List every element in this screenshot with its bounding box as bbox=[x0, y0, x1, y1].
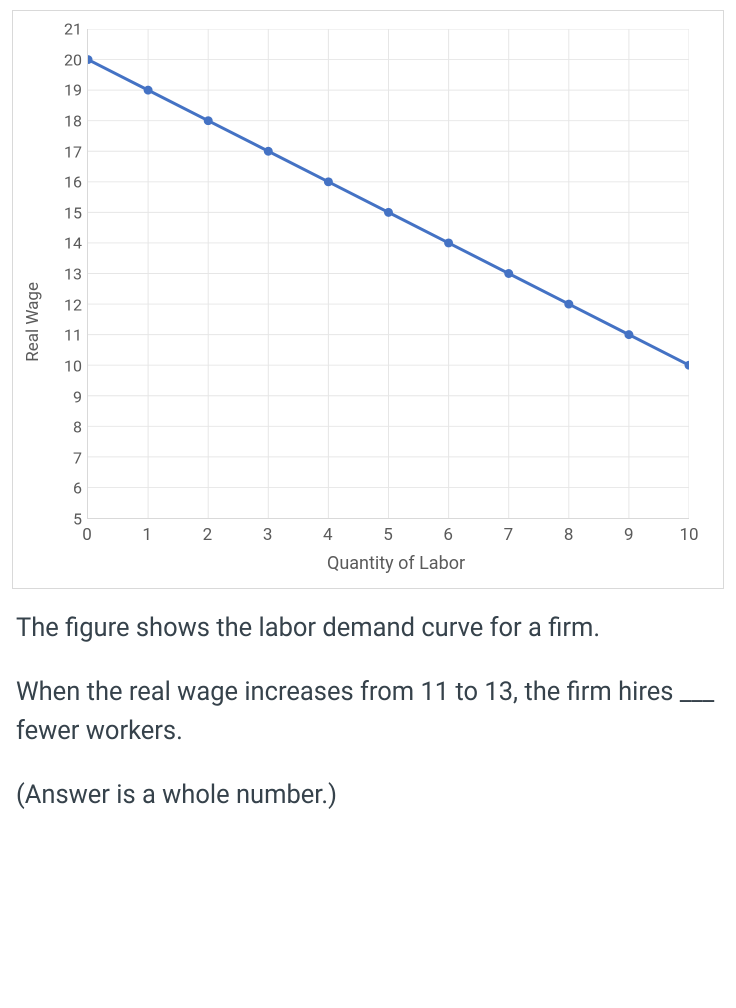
x-tick-label: 0 bbox=[82, 525, 92, 545]
y-tick-label: 5 bbox=[73, 510, 82, 529]
chart-inner: Real Wage 56789101112131415161718192021 … bbox=[23, 29, 705, 574]
y-tick-label: 15 bbox=[64, 203, 82, 222]
y-tick-label: 17 bbox=[64, 142, 82, 161]
data-point bbox=[444, 238, 453, 247]
x-tick-label: 7 bbox=[504, 525, 514, 545]
y-tick-label: 14 bbox=[64, 234, 82, 253]
y-tick-label: 6 bbox=[73, 479, 82, 498]
y-tick-label: 12 bbox=[64, 295, 82, 314]
x-tick-label: 9 bbox=[624, 525, 634, 545]
x-ticks: 012345678910 bbox=[87, 525, 689, 547]
x-tick-label: 6 bbox=[443, 525, 453, 545]
y-ticks: 56789101112131415161718192021 bbox=[48, 29, 88, 519]
data-point bbox=[384, 208, 393, 217]
y-tick-label: 20 bbox=[64, 50, 82, 69]
data-point bbox=[144, 86, 153, 95]
y-tick-label: 7 bbox=[73, 448, 82, 467]
x-tick-label: 2 bbox=[203, 525, 213, 545]
chart-container: Real Wage 56789101112131415161718192021 … bbox=[12, 10, 724, 589]
x-tick-label: 8 bbox=[564, 525, 574, 545]
y-tick-label: 10 bbox=[64, 356, 82, 375]
x-tick-label: 1 bbox=[142, 525, 152, 545]
y-tick-label: 13 bbox=[64, 265, 82, 284]
question-paragraph-3: (Answer is a whole number.) bbox=[16, 776, 720, 816]
y-tick-label: 9 bbox=[73, 387, 82, 406]
data-point bbox=[564, 300, 573, 309]
plot-svg bbox=[88, 29, 689, 518]
y-tick-label: 8 bbox=[73, 418, 82, 437]
x-tick-label: 3 bbox=[263, 525, 273, 545]
y-tick-label: 11 bbox=[64, 326, 82, 345]
y-tick-label: 19 bbox=[64, 81, 82, 100]
y-tick-label: 18 bbox=[64, 111, 82, 130]
plot-wrap: 56789101112131415161718192021 0123456789… bbox=[47, 29, 705, 574]
x-tick-label: 5 bbox=[383, 525, 393, 545]
y-tick-label: 21 bbox=[64, 20, 82, 39]
y-tick-label: 16 bbox=[64, 173, 82, 192]
x-axis-label: Quantity of Labor bbox=[87, 553, 705, 574]
data-point bbox=[264, 147, 273, 156]
x-tick-label: 4 bbox=[323, 525, 333, 545]
data-point bbox=[624, 330, 633, 339]
question-paragraph-1: The figure shows the labor demand curve … bbox=[16, 609, 720, 649]
x-tick-label: 10 bbox=[679, 525, 698, 545]
data-point bbox=[204, 116, 213, 125]
data-point bbox=[324, 177, 333, 186]
data-point bbox=[504, 269, 513, 278]
question-paragraph-2: When the real wage increases from 11 to … bbox=[16, 673, 720, 752]
y-axis-label: Real Wage bbox=[23, 242, 43, 362]
plot-area: 56789101112131415161718192021 bbox=[87, 29, 689, 519]
